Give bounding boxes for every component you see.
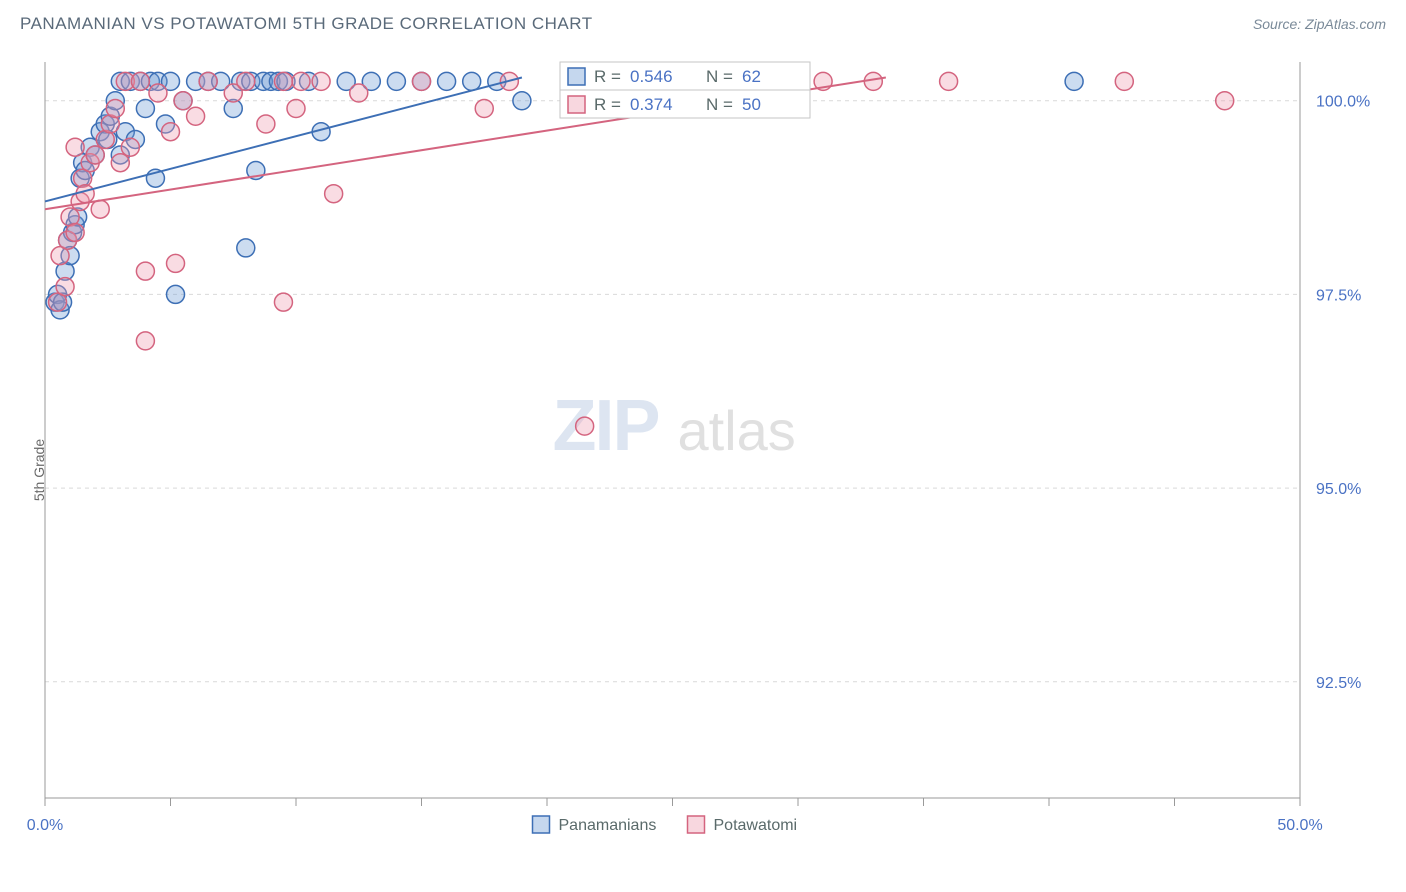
data-point xyxy=(187,107,205,125)
data-point xyxy=(136,262,154,280)
data-point xyxy=(56,278,74,296)
data-point xyxy=(325,185,343,203)
data-point xyxy=(237,239,255,257)
legend-label: Potawatomi xyxy=(714,817,798,834)
legend-swatch xyxy=(568,68,585,85)
data-point xyxy=(438,72,456,90)
data-point xyxy=(312,72,330,90)
data-point xyxy=(475,99,493,117)
data-point xyxy=(413,72,431,90)
data-point xyxy=(66,223,84,241)
stat-r-value: 0.374 xyxy=(630,95,673,114)
data-point xyxy=(136,332,154,350)
data-point xyxy=(287,99,305,117)
correlation-chart: 92.5% 95.0% 97.5% 100.0% ZIP atlas 0.0% 50.0% R … xyxy=(0,48,1406,892)
stat-n-value: 62 xyxy=(742,67,761,86)
data-point xyxy=(274,72,292,90)
watermark: ZIP xyxy=(553,386,659,466)
stat-n-label: N = xyxy=(706,95,733,114)
watermark: atlas xyxy=(678,399,796,462)
legend-swatch xyxy=(688,816,705,833)
data-point xyxy=(513,92,531,110)
data-point xyxy=(350,84,368,102)
data-point xyxy=(76,185,94,203)
data-point xyxy=(106,99,124,117)
data-point xyxy=(91,200,109,218)
data-point xyxy=(1216,92,1234,110)
data-point xyxy=(940,72,958,90)
data-point xyxy=(131,72,149,90)
data-point xyxy=(162,123,180,141)
y-tick-label: 100.0% xyxy=(1316,94,1370,111)
y-tick-label: 92.5% xyxy=(1316,675,1361,692)
stat-r-label: R = xyxy=(594,95,621,114)
stat-r-label: R = xyxy=(594,67,621,86)
data-point xyxy=(149,84,167,102)
data-point xyxy=(86,146,104,164)
data-point xyxy=(387,72,405,90)
stat-n-value: 50 xyxy=(742,95,761,114)
data-point xyxy=(174,92,192,110)
data-point xyxy=(463,72,481,90)
data-point xyxy=(136,99,154,117)
data-point xyxy=(257,115,275,133)
data-point xyxy=(167,285,185,303)
legend-label: Panamanians xyxy=(559,817,657,834)
y-axis-label: 5th Grade xyxy=(31,439,47,501)
data-point xyxy=(1065,72,1083,90)
chart-title: PANAMANIAN VS POTAWATOMI 5TH GRADE CORRE… xyxy=(20,14,593,33)
data-point xyxy=(167,254,185,272)
stat-r-value: 0.546 xyxy=(630,67,673,86)
legend-swatch xyxy=(533,816,550,833)
x-tick-label: 0.0% xyxy=(27,817,63,834)
data-point xyxy=(274,293,292,311)
data-point xyxy=(199,72,217,90)
data-point xyxy=(576,417,594,435)
data-point xyxy=(292,72,310,90)
legend-swatch xyxy=(568,96,585,113)
stat-n-label: N = xyxy=(706,67,733,86)
y-tick-label: 95.0% xyxy=(1316,481,1361,498)
data-point xyxy=(237,72,255,90)
data-point xyxy=(121,138,139,156)
source-label: Source: ZipAtlas.com xyxy=(1253,16,1386,32)
x-tick-label: 50.0% xyxy=(1277,817,1322,834)
data-point xyxy=(1115,72,1133,90)
data-point xyxy=(66,138,84,156)
y-tick-label: 97.5% xyxy=(1316,287,1361,304)
data-point xyxy=(111,154,129,172)
